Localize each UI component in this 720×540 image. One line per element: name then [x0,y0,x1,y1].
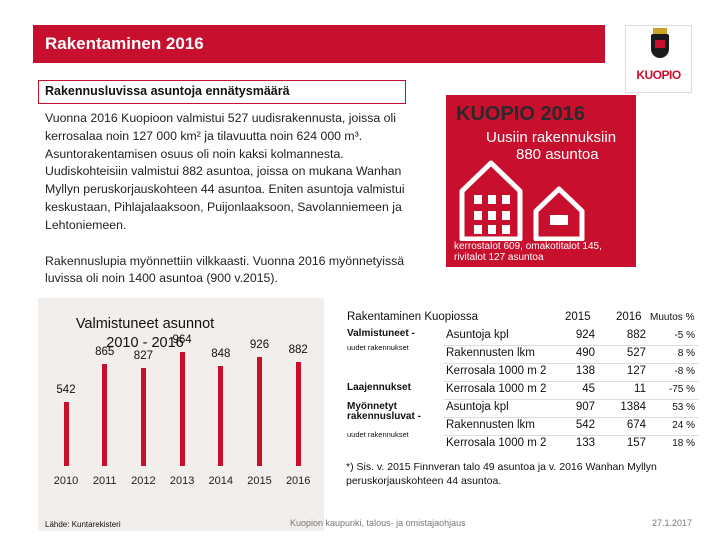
row-4-2016: 1384 [620,401,646,413]
row-divider [444,417,699,418]
footer-date: 27.1.2017 [652,518,693,528]
group-completed-note: uudet rakennukset [347,343,409,352]
bar-2010 [63,402,69,466]
row-1-2015: 490 [575,347,595,359]
row-3-2016: 11 [634,383,646,395]
bar-value-2016: 882 [288,343,308,356]
footnote: *) Sis. v. 2015 Finnveran talo 49 asunto… [346,461,657,487]
row-2-2015: 138 [575,365,595,377]
row-2-2016: 127 [626,365,646,377]
houses-icon [459,160,585,241]
section-subheading: Rakennusluvissa asuntoja ennätysmäärä [38,80,406,104]
bar-value-2011: 865 [95,345,115,358]
row-0-2015: 924 [575,329,595,341]
chart-title-line2: 2010 - 2016 [106,335,184,351]
paragraph-completions: Vuonna 2016 Kuopioon valmistui 527 uudis… [45,111,405,232]
header-2015: 2015 [565,311,591,323]
bar-2014 [218,365,224,466]
row-1-2016: 527 [626,347,646,359]
bar-value-2014: 848 [211,347,231,360]
row-5-change: 24 % [672,420,695,431]
bar-year-2014: 2014 [208,475,234,487]
bar-year-2016: 2016 [285,475,311,487]
kuopio-crest-icon [651,34,669,58]
chart-source: Lähde: Kuntarekisteri [45,520,121,529]
row-0-label: Asuntoja kpl [446,329,509,341]
crown-icon [653,28,667,34]
row-divider [444,381,699,382]
row-3-change: -75 % [668,384,695,395]
bar-year-2013: 2013 [169,475,195,487]
subheading-text: Rakennusluvissa asuntoja ennätysmäärä [45,84,290,98]
bar-year-2015: 2015 [247,475,272,487]
row-5-label: Rakennusten lkm [446,419,535,431]
row-2-label: Kerrosala 1000 m 2 [446,365,547,377]
row-divider [444,435,699,436]
table-title: Rakentaminen Kuopiossa [347,311,479,323]
logo-text: KUOPIO [636,68,681,82]
bar-value-2013: 964 [172,334,192,347]
group-extensions: Laajennukset [347,382,411,393]
row-1-change: 8 % [677,348,695,359]
row-6-change: 18 % [672,438,695,449]
row-6-2015: 133 [575,437,595,449]
bar-2015 [257,356,262,466]
body-text: Vuonna 2016 Kuopioon valmistui 527 uudis… [45,110,420,306]
row-divider [444,345,699,346]
group-permits: Myönnetyt rakennusluvat - [347,401,421,422]
group-permits-note: uudet rakennukset [347,430,409,439]
infographic-footer: kerrostalot 609, omakotitalot 145, rivit… [454,241,602,263]
bar-2011 [102,363,108,466]
bar-value-2015: 926 [249,338,270,351]
row-4-label: Asuntoja kpl [446,401,509,413]
row-3-2015: 45 [582,383,595,395]
row-divider [444,363,699,364]
kuopio-logo: KUOPIO [625,25,692,93]
paragraph-permits: Rakennuslupia myönnettiin vilkkaasti. Vu… [45,253,405,286]
row-4-change: 53 % [672,402,695,413]
row-4-2015: 907 [575,401,595,413]
infographic-box: KUOPIO 2016 Uusiin rakennuksiin 880 asun… [446,95,636,267]
row-2-change: -8 % [674,366,695,377]
row-5-2015: 542 [575,419,595,431]
bar-year-2010: 2010 [53,475,79,487]
bar-value-2012: 827 [133,350,153,363]
group-completed: Valmistuneet - [347,328,415,339]
row-1-label: Rakennusten lkm [446,347,535,359]
slide-title-bar: Rakentaminen 2016 [33,25,605,63]
infographic-line2: 880 asuntoa [516,146,599,163]
header-2016: 2016 [616,311,642,323]
header-change: Muutos % [650,312,695,323]
row-6-2016: 157 [626,437,646,449]
bar-2012 [140,368,146,466]
row-divider [444,399,699,400]
bar-value-2010: 542 [56,384,76,397]
slide-title: Rakentaminen 2016 [45,34,204,53]
row-5-2016: 674 [626,419,646,431]
row-6-label: Kerrosala 1000 m 2 [446,437,547,449]
row-0-change: -5 % [674,330,695,341]
bar-2013 [179,352,185,466]
infographic-title: KUOPIO 2016 [456,103,585,125]
row-0-2016: 882 [626,329,646,341]
row-3-label: Kerrosala 1000 m 2 [446,383,547,395]
bar-year-2011: 2011 [92,475,117,487]
bar-year-2012: 2012 [131,475,156,487]
footer-organisation: Kuopion kaupunki, talous- ja omistajaohj… [290,518,466,528]
chart-title-line1: Valmistuneet asunnot [75,316,215,332]
infographic-line1: Uusiin rakennuksiin [486,129,617,146]
bar-2016 [295,361,301,466]
